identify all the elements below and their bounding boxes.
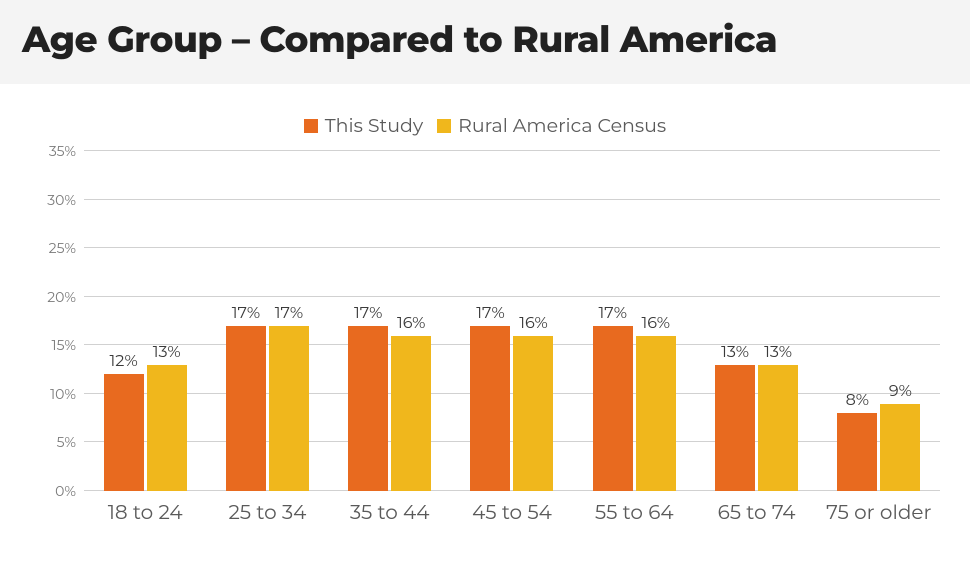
bar-this-study: 8%: [837, 413, 877, 491]
legend-swatch-0: [304, 119, 318, 133]
x-axis-label: 55 to 64: [573, 501, 695, 525]
x-axis-label: 35 to 44: [329, 501, 451, 525]
y-axis-label: 0%: [32, 482, 76, 500]
bar-this-study: 13%: [715, 365, 755, 491]
bar-value-label: 13%: [721, 343, 749, 362]
bar-group: 12%13%: [84, 151, 206, 491]
bar-value-label: 13%: [153, 343, 181, 362]
bar-rural-census: 13%: [147, 365, 187, 491]
header: Age Group – Compared to Rural America: [0, 0, 970, 84]
bar-value-label: 16%: [642, 314, 670, 333]
bar-this-study: 17%: [593, 326, 633, 491]
bar-rural-census: 9%: [880, 404, 920, 491]
legend-item-rural-census: Rural America Census: [437, 114, 666, 137]
bar-value-label: 17%: [599, 304, 627, 323]
x-axis-label: 75 or older: [818, 501, 940, 525]
x-axis-label: 65 to 74: [695, 501, 817, 525]
legend: This Study Rural America Census: [22, 114, 948, 137]
bar-group: 17%16%: [451, 151, 573, 491]
bar-value-label: 16%: [397, 314, 425, 333]
y-axis-label: 15%: [32, 336, 76, 354]
legend-swatch-1: [437, 119, 451, 133]
bar-this-study: 17%: [348, 326, 388, 491]
bar-rural-census: 13%: [758, 365, 798, 491]
y-axis-label: 30%: [32, 191, 76, 209]
bar-value-label: 12%: [109, 352, 137, 371]
bar-value-label: 13%: [764, 343, 792, 362]
bar-rural-census: 16%: [636, 336, 676, 491]
bar-value-label: 9%: [889, 382, 912, 401]
bar-rural-census: 16%: [391, 336, 431, 491]
bar-rural-census: 17%: [269, 326, 309, 491]
bar-value-label: 8%: [846, 391, 869, 410]
bar-this-study: 17%: [470, 326, 510, 491]
bar-value-label: 16%: [519, 314, 547, 333]
bar-value-label: 17%: [275, 304, 303, 323]
chart-container: This Study Rural America Census 0% 5% 10% 1…: [0, 84, 970, 574]
legend-label-0: This Study: [325, 114, 423, 137]
y-axis-label: 10%: [32, 385, 76, 403]
bar-value-label: 17%: [354, 304, 382, 323]
y-axis-label: 35%: [32, 142, 76, 160]
x-axis-labels: 18 to 2425 to 3435 to 4445 to 5455 to 64…: [84, 501, 940, 525]
page-title: Age Group – Compared to Rural America: [22, 18, 948, 62]
x-axis-label: 25 to 34: [206, 501, 328, 525]
bar-group: 13%13%: [695, 151, 817, 491]
bar-this-study: 12%: [104, 374, 144, 491]
bar-groups: 12%13%17%17%17%16%17%16%17%16%13%13%8%9%: [84, 151, 940, 491]
bar-group: 17%17%: [206, 151, 328, 491]
bar-this-study: 17%: [226, 326, 266, 491]
bar-value-label: 17%: [476, 304, 504, 323]
y-axis-label: 5%: [32, 433, 76, 451]
y-axis-label: 20%: [32, 288, 76, 306]
legend-item-this-study: This Study: [304, 114, 423, 137]
y-axis-label: 25%: [32, 239, 76, 257]
legend-label-1: Rural America Census: [458, 114, 666, 137]
bar-group: 8%9%: [818, 151, 940, 491]
x-axis-label: 18 to 24: [84, 501, 206, 525]
bar-value-label: 17%: [232, 304, 260, 323]
x-axis-label: 45 to 54: [451, 501, 573, 525]
plot-area: 0%5%10%15%20%25%30%35%12%13%17%17%17%16%…: [84, 151, 940, 491]
bar-group: 17%16%: [573, 151, 695, 491]
bar-rural-census: 16%: [513, 336, 553, 491]
bar-group: 17%16%: [329, 151, 451, 491]
